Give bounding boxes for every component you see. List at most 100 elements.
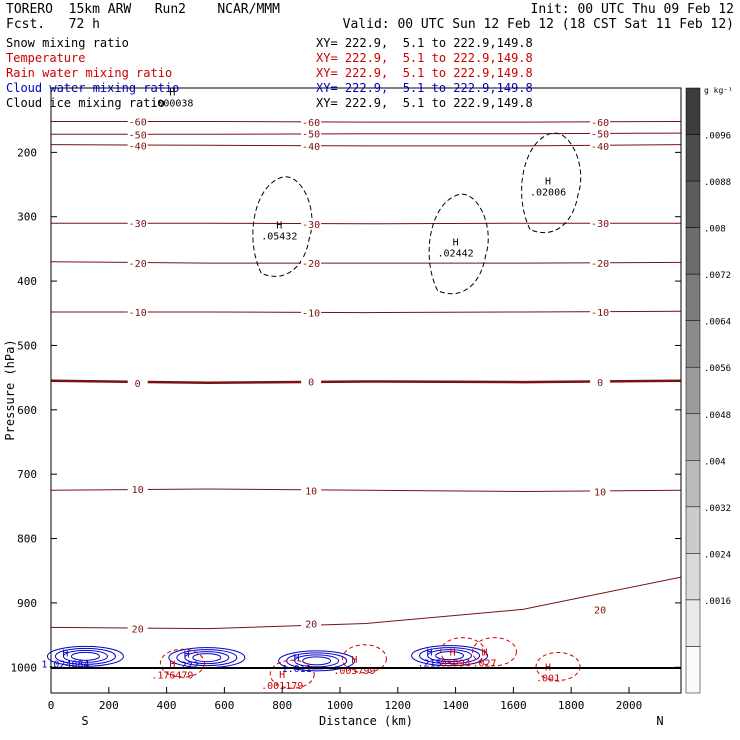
y-tick-label: 900	[17, 597, 37, 610]
colorbar-tick-label: .008	[704, 225, 726, 235]
cloud-water-contour	[192, 653, 222, 663]
maximum-value: .02006	[530, 188, 566, 199]
maximum-value: .027	[472, 659, 496, 670]
y-tick-label: 800	[17, 533, 37, 546]
x-tick-label: 1000	[327, 699, 354, 712]
cloud-water-contour	[427, 649, 473, 663]
x-tick-label: 1800	[558, 699, 585, 712]
isotherm-label-bg	[127, 115, 148, 128]
x-axis-title: Distance (km)	[319, 714, 413, 728]
isotherm-label: -10	[129, 308, 147, 319]
field-name: Rain water mixing ratio	[6, 66, 173, 80]
isotherm-label: 0	[135, 379, 141, 390]
field-name: Snow mixing ratio	[6, 36, 129, 50]
cloud-water-contour	[302, 656, 332, 666]
colorbar-swatch	[685, 180, 701, 228]
maximum-marker: H	[351, 655, 357, 666]
colorbar-tick-label: .0016	[704, 597, 731, 607]
maximum-marker: H	[184, 650, 190, 661]
isotherm-label-bg	[301, 617, 322, 630]
x-tick-label: 1200	[385, 699, 412, 712]
cloud-water-contour	[184, 651, 230, 665]
isotherm-line	[50, 144, 682, 147]
colorbar-swatch	[685, 506, 701, 554]
isotherm-label: -20	[591, 259, 609, 270]
y-tick-label: 600	[17, 404, 37, 417]
isotherm-label-bg	[590, 139, 611, 152]
isotherm-label: -40	[302, 142, 320, 153]
isotherm-label: -30	[302, 220, 320, 231]
cloud-water-contour	[46, 645, 124, 667]
header-model: TORERO 15km ARW Run2 NCAR/MMM	[6, 2, 280, 17]
isotherm-line	[51, 222, 681, 225]
isotherm-label-bg	[301, 217, 322, 230]
maximum-marker: H	[169, 659, 175, 670]
x-end-right: N	[656, 714, 663, 728]
isotherm-label: -40	[591, 142, 609, 153]
x-tick-label: 800	[272, 699, 292, 712]
colorbar-tick-label: .0072	[704, 271, 731, 281]
maximum-marker: H	[427, 648, 433, 659]
maximum-marker: H	[169, 88, 175, 99]
isotherm-label: -30	[591, 219, 609, 230]
isotherm-label-bg	[590, 116, 611, 129]
isotherm-label: 10	[594, 488, 606, 499]
snow-contour	[252, 176, 313, 277]
isotherm-label: 20	[132, 625, 144, 636]
isotherm-line	[51, 310, 682, 314]
x-tick-label: 1600	[500, 699, 527, 712]
maximum-marker: H	[545, 177, 551, 188]
maximum-value: 1.011	[282, 664, 312, 675]
isotherm-label-bg	[127, 257, 148, 270]
maximum-value: .001	[536, 673, 560, 684]
snow-contour	[428, 193, 489, 295]
isotherm-line	[51, 121, 682, 123]
isotherm-label: -50	[129, 130, 147, 141]
y-tick-label: 1000	[11, 661, 38, 674]
header-valid: Valid: 00 UTC Sun 12 Feb 12 (18 CST Sat …	[342, 17, 734, 32]
rain-water-contour	[269, 659, 315, 689]
colorbar-swatch	[685, 227, 701, 275]
isotherm-label-bg	[590, 127, 611, 140]
isotherm-label: -10	[591, 308, 609, 319]
isotherm-line	[50, 379, 682, 385]
plot-frame	[50, 87, 682, 694]
field-xy: XY= 222.9, 5.1 to 222.9,149.8	[316, 96, 533, 110]
maximum-marker: H	[62, 648, 68, 659]
colorbar-tick-label: .0048	[704, 411, 731, 421]
colorbar-tick-label: .0096	[704, 132, 731, 142]
rain-water-contour	[159, 648, 205, 678]
colorbar-tick-label: .0056	[704, 364, 731, 374]
colorbar-swatch	[685, 273, 701, 321]
maximum-marker: H	[481, 648, 487, 659]
colorbar-swatch	[685, 553, 701, 601]
field-xy: XY= 222.9, 5.1 to 222.9,149.8	[316, 51, 533, 65]
maximum-value: .05432	[261, 231, 297, 242]
isotherm-label-bg	[590, 376, 611, 389]
colorbar-swatch	[685, 599, 701, 647]
maximum-value: .000038	[151, 99, 193, 110]
isotherm-label-bg	[301, 116, 322, 129]
field-name: Temperature	[6, 51, 86, 65]
maximum-value: .02442	[438, 249, 474, 260]
cloud-water-contour	[62, 649, 108, 663]
x-end-left: S	[81, 714, 88, 728]
cloud-water-contour	[278, 650, 356, 672]
colorbar-swatch	[685, 366, 701, 415]
isotherm-label: 10	[132, 485, 144, 496]
isotherm-label-bg	[127, 376, 148, 389]
maximum-value: .215	[418, 659, 442, 670]
isotherm-label: -60	[302, 118, 320, 129]
x-tick-label: 1400	[442, 699, 469, 712]
rain-water-contour	[341, 644, 387, 674]
maximum-value: .005799	[333, 666, 375, 677]
snow-contour	[521, 132, 582, 234]
header-init: Init: 00 UTC Thu 09 Feb 12	[530, 2, 735, 17]
isotherm-label: 20	[305, 619, 317, 630]
x-tick-label: 600	[214, 699, 234, 712]
isotherm-label: 0	[308, 377, 314, 388]
colorbar-units: g kg⁻¹	[704, 86, 733, 95]
y-tick-label: 700	[17, 468, 37, 481]
maximum-marker: H	[294, 653, 300, 664]
maximum-value: 1.024884	[41, 659, 89, 670]
